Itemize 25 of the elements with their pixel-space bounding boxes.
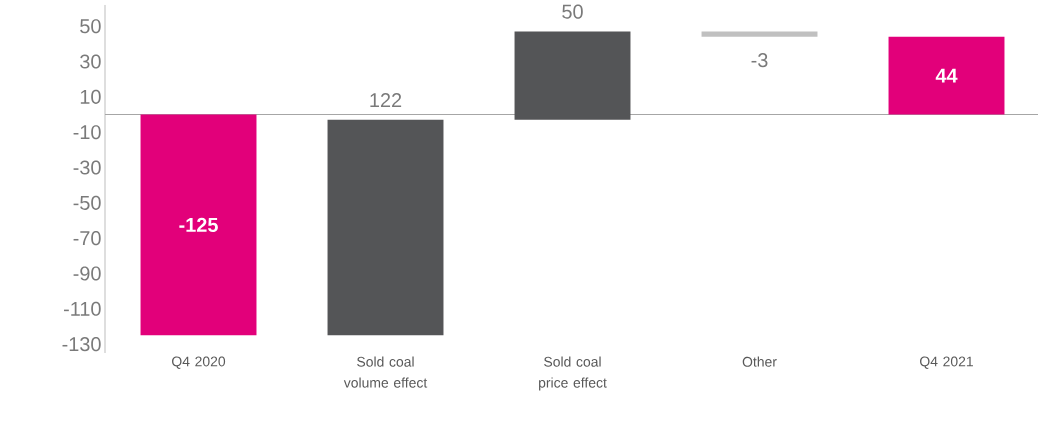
- bar: [701, 31, 818, 37]
- bar: [888, 36, 1005, 115]
- x-tick-label: Other: [742, 356, 777, 367]
- x-tick-label: Sold coal volume effect: [343, 356, 428, 388]
- y-tick-label: -30: [73, 160, 101, 175]
- bar: [140, 114, 257, 336]
- data-label: 50: [562, 4, 583, 19]
- y-tick-label: -10: [73, 125, 101, 140]
- data-label: -3: [751, 53, 768, 68]
- y-tick-label: 10: [80, 89, 101, 104]
- bar: [327, 119, 444, 336]
- y-tick-label: -90: [73, 266, 101, 281]
- bar: [514, 31, 631, 120]
- y-tick-label: -130: [62, 337, 101, 352]
- y-tick-label: 30: [80, 54, 101, 69]
- y-tick-label: 50: [80, 19, 101, 34]
- x-tick-label: Q4 2020: [172, 356, 226, 369]
- y-tick-label: -70: [73, 231, 101, 246]
- y-tick-label: -110: [63, 301, 101, 316]
- data-label: 44: [935, 68, 958, 83]
- x-tick-label: Sold coal price effect: [539, 356, 607, 391]
- data-label: 122: [370, 93, 402, 108]
- y-tick-label: -50: [73, 195, 101, 210]
- x-tick-label: Q4 2021: [920, 356, 973, 369]
- data-label: -125: [179, 217, 218, 232]
